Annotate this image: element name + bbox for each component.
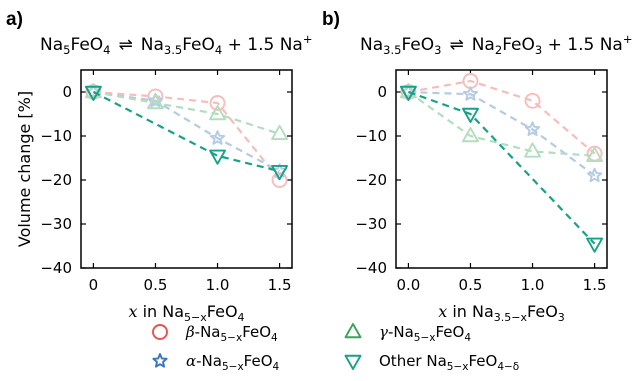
series-line xyxy=(408,90,596,177)
y-tick-label: −30 xyxy=(40,215,72,233)
data-point-circle xyxy=(271,172,288,188)
x-tick-label: 0 xyxy=(89,276,99,294)
data-point-circle xyxy=(209,95,226,111)
plot-frame xyxy=(395,69,608,269)
legend-marker-circle xyxy=(152,324,168,340)
panel-a: a) Na5FeO4 ⇌ Na3.5FeO4 + 1.5 Na+ 0 0.5 1.0 1.5 0… xyxy=(6,9,313,324)
data-point-triangle-up xyxy=(209,105,226,121)
data-point-star xyxy=(462,86,479,101)
y-tick-label: 0 xyxy=(377,83,387,101)
data-point-star xyxy=(524,121,541,137)
x-tick-label: 0.5 xyxy=(459,276,483,294)
legend-item-triangle-down: Other Na5−xFeO4−δ xyxy=(344,352,519,373)
series-line xyxy=(408,79,596,155)
legend-label: α-Na5−xFeO4 xyxy=(186,352,280,373)
x-tick-label: 1.0 xyxy=(206,276,230,294)
data-point-triangle-down xyxy=(399,85,417,101)
data-point-triangle-down xyxy=(462,107,479,123)
legend-item-triangle-up: γ-Na5−xFeO4 xyxy=(344,323,471,344)
equilibrium-arrow: ⇌ xyxy=(449,35,463,55)
y-tick-label: −20 xyxy=(40,171,72,189)
legend-label: β-Na5−xFeO4 xyxy=(185,323,278,344)
data-point-triangle-up xyxy=(147,94,164,110)
equilibrium-arrow: ⇌ xyxy=(119,35,133,55)
panel-letter: b) xyxy=(322,9,340,30)
x-tick-label: 0.5 xyxy=(144,276,168,294)
y-tick-label: −10 xyxy=(40,127,72,145)
legend-marker-triangle-up xyxy=(344,323,362,339)
x-axis-label: x in Na3.5−xFeO3 xyxy=(438,302,565,324)
panel-title: Na3.5FeO3 ⇌ Na2FeO3 + 1.5 Na+ xyxy=(360,32,633,57)
series-circle xyxy=(85,84,288,188)
legend-item-circle: β-Na5−xFeO4 xyxy=(152,323,278,344)
legend-label: γ-Na5−xFeO4 xyxy=(379,323,471,344)
legend-marker-star xyxy=(152,353,168,368)
series-line xyxy=(93,90,280,135)
legend: β-Na5−xFeO4 γ-Na5−xFeO4 α-Na5−xFeO4 Other N… xyxy=(152,323,519,373)
panel-title-lhs: Na3.5FeO3 xyxy=(360,35,441,57)
y-tick-label: −20 xyxy=(355,171,387,189)
series-star xyxy=(85,84,288,178)
data-point-triangle-up xyxy=(524,142,541,158)
x-axis-label: x in Na5−xFeO4 xyxy=(128,302,244,324)
data-point-triangle-up xyxy=(399,83,417,99)
data-point-triangle-down xyxy=(586,237,604,253)
y-tick-label: −30 xyxy=(355,215,387,233)
y-tick-label: −40 xyxy=(355,259,387,277)
panels: a) Na5FeO4 ⇌ Na3.5FeO4 + 1.5 Na+ 0 0.5 1.0 1.5 0… xyxy=(6,9,633,324)
data-point-triangle-up xyxy=(84,83,102,99)
data-point-triangle-up xyxy=(271,124,289,141)
panel-title-rhs: Na2FeO3 + 1.5 Na+ xyxy=(472,32,633,57)
panel-letter: a) xyxy=(6,9,23,30)
series-line xyxy=(92,91,280,173)
data-point-triangle-down xyxy=(209,149,226,165)
y-tick-label: 0 xyxy=(62,83,72,101)
y-tick-label: −10 xyxy=(355,127,387,145)
plot-frame xyxy=(80,69,293,269)
x-tick-label: 1.0 xyxy=(521,276,545,294)
panel-title-rhs: Na3.5FeO4 + 1.5 Na+ xyxy=(141,32,313,57)
data-point-star xyxy=(586,167,603,183)
series-triangle-up xyxy=(84,83,289,141)
series-triangle-down xyxy=(84,85,289,181)
data-point-star xyxy=(209,130,226,145)
data-point-triangle-down xyxy=(84,85,102,101)
legend-item-star: α-Na5−xFeO4 xyxy=(152,352,280,373)
data-point-triangle-up xyxy=(586,146,604,163)
data-point-triangle-down xyxy=(271,164,289,181)
series-line xyxy=(93,90,281,173)
data-point-triangle-up xyxy=(462,127,479,143)
legend-label: Other Na5−xFeO4−δ xyxy=(379,352,519,373)
series-triangle-up xyxy=(399,83,604,163)
series-line xyxy=(407,91,595,157)
data-point-circle xyxy=(524,92,541,109)
series-triangle-down xyxy=(399,85,604,253)
series-line xyxy=(408,90,596,245)
panel-title: Na5FeO4 ⇌ Na3.5FeO4 + 1.5 Na+ xyxy=(40,32,313,57)
panel-title-lhs: Na5FeO4 xyxy=(40,35,111,57)
x-tick-label: 1.5 xyxy=(583,276,607,294)
series-line xyxy=(93,90,281,181)
x-tick-label: 1.5 xyxy=(268,276,292,294)
x-tick-label: 0.0 xyxy=(396,276,420,294)
y-tick-label: −40 xyxy=(40,259,72,277)
panel-b: b) Na3.5FeO3 ⇌ Na2FeO3 + 1.5 Na+ 0.0 0.5 1.0 1.… xyxy=(322,9,633,324)
y-axis-label: Volume change [%] xyxy=(15,91,34,247)
legend-marker-triangle-down xyxy=(344,354,362,370)
